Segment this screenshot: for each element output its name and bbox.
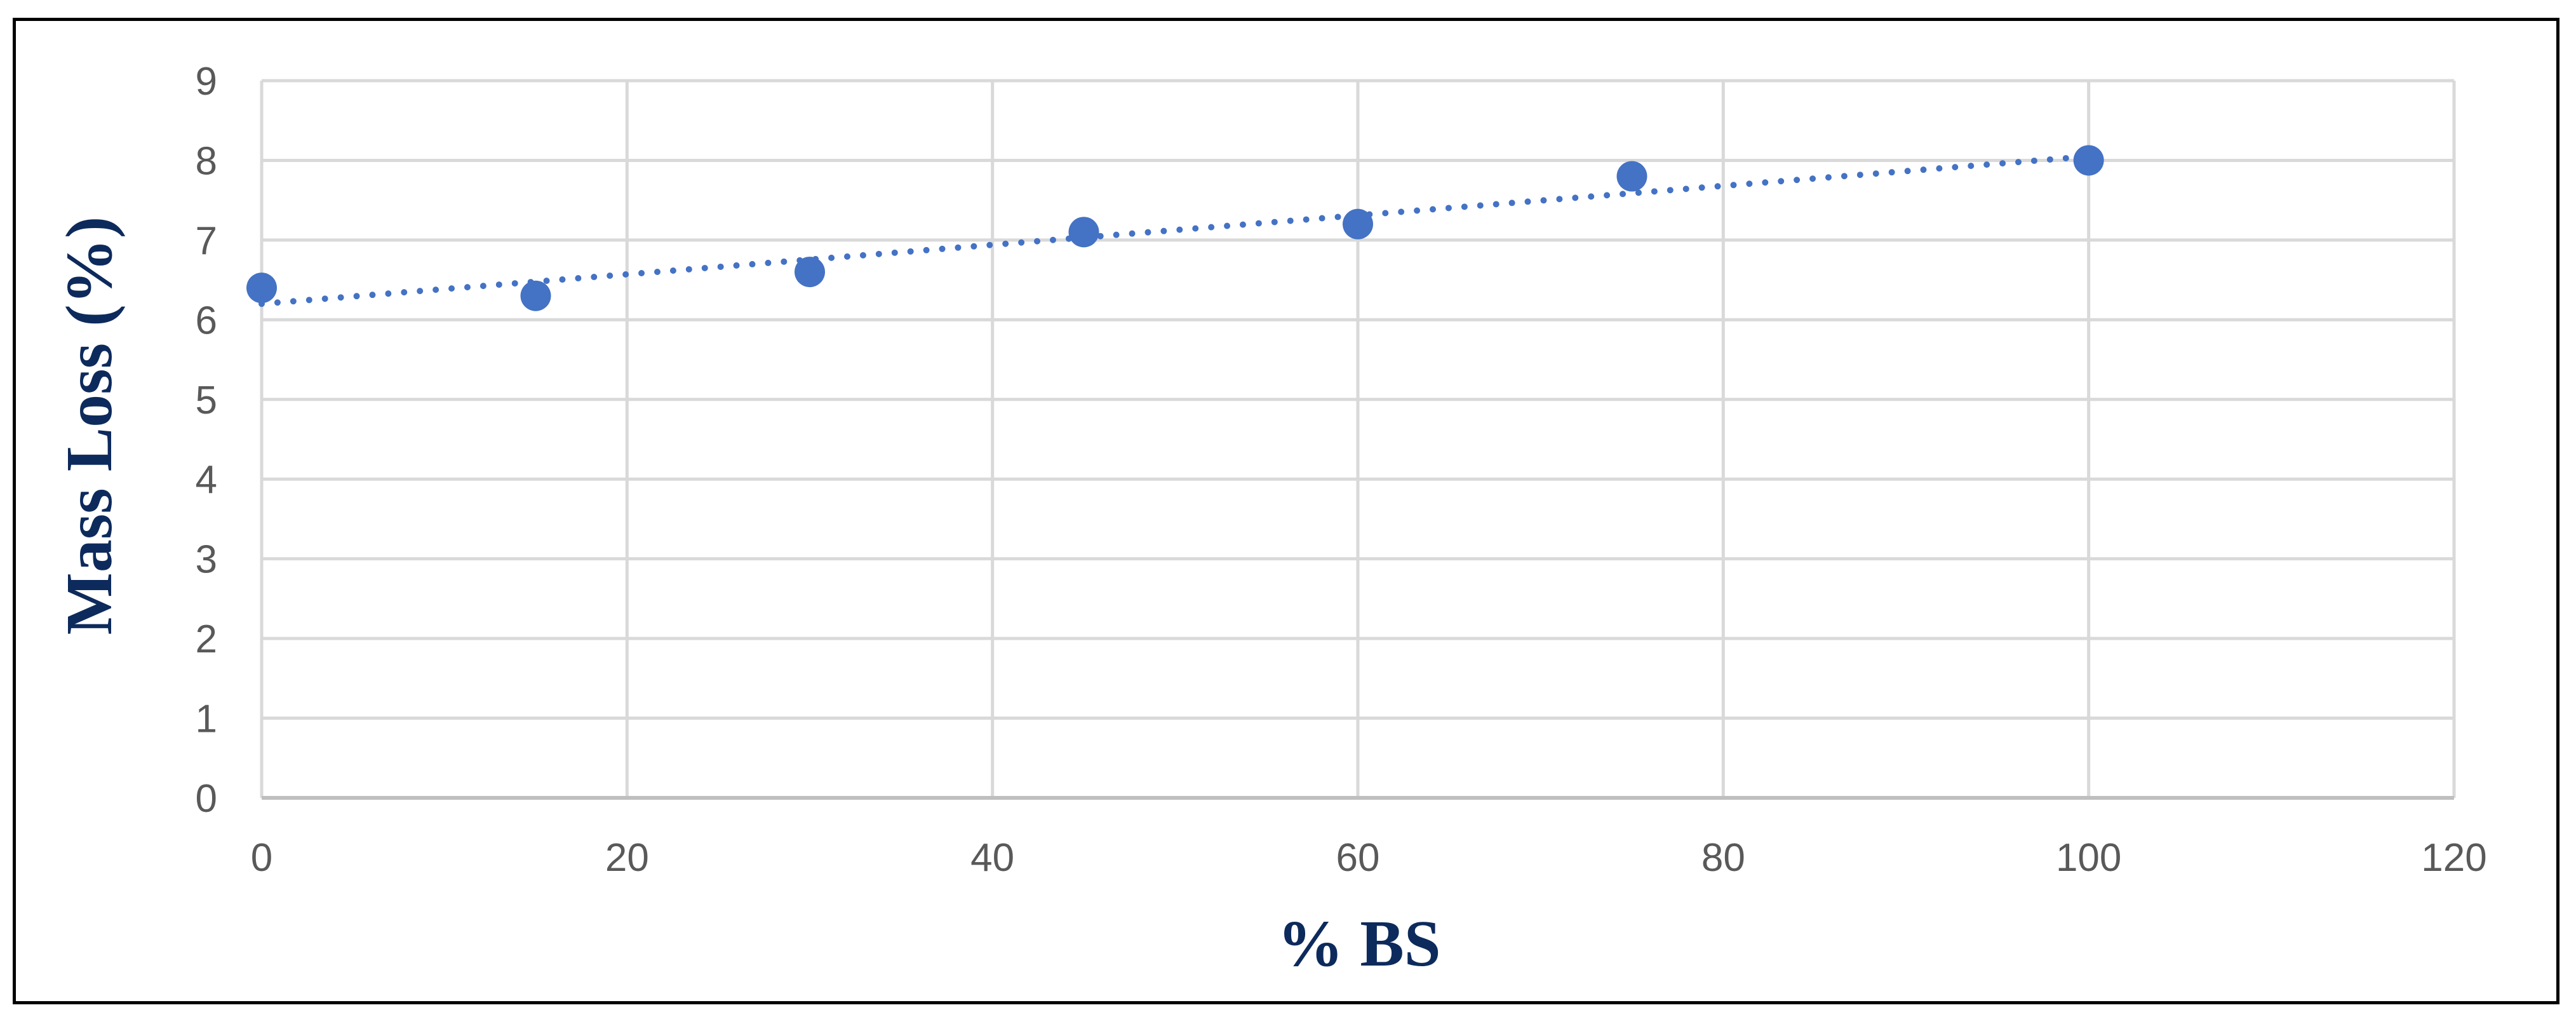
y-tick-label: 0 xyxy=(196,777,217,821)
data-points xyxy=(246,145,2104,311)
data-point xyxy=(1068,217,1099,248)
data-point xyxy=(795,257,825,288)
x-tick-label: 0 xyxy=(251,836,272,880)
x-tick-label: 120 xyxy=(2421,836,2486,880)
y-tick-label: 8 xyxy=(196,139,217,183)
x-tick-label: 60 xyxy=(1336,836,1380,880)
y-axis-title: Mass Loss (%) xyxy=(53,217,126,635)
x-axis-title: % BS xyxy=(1277,907,1440,980)
data-point xyxy=(1616,161,1647,192)
y-tick-label: 5 xyxy=(196,379,217,422)
data-point xyxy=(1343,208,1373,239)
data-point xyxy=(520,280,551,311)
y-tick-label: 6 xyxy=(196,299,217,342)
y-axis-ticks: 0 1 2 3 4 5 6 7 8 9 xyxy=(196,60,217,821)
x-tick-label: 80 xyxy=(1701,836,1745,880)
chart-frame xyxy=(13,18,2559,1004)
y-tick-label: 4 xyxy=(196,458,217,502)
x-tick-label: 20 xyxy=(605,836,649,880)
y-tick-label: 3 xyxy=(196,538,217,582)
x-axis-ticks: 0 20 40 60 80 100 120 xyxy=(251,836,2487,880)
data-point xyxy=(2073,145,2104,176)
y-tick-label: 2 xyxy=(196,617,217,661)
data-point xyxy=(246,273,277,304)
y-tick-label: 7 xyxy=(196,219,217,263)
x-tick-label: 40 xyxy=(970,836,1014,880)
x-tick-label: 100 xyxy=(2056,836,2121,880)
gridlines xyxy=(260,79,2456,800)
y-tick-label: 9 xyxy=(196,60,217,104)
y-tick-label: 1 xyxy=(196,697,217,741)
